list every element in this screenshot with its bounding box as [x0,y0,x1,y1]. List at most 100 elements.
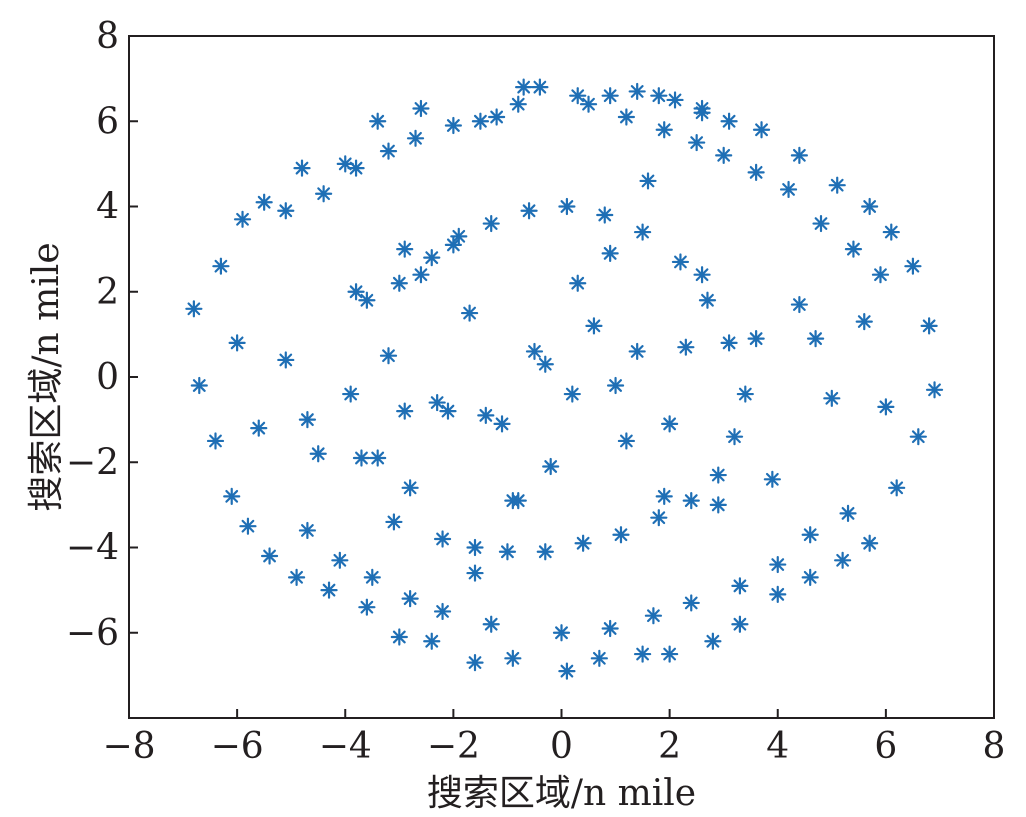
data-point [790,146,808,164]
data-point [531,78,549,96]
data-point [488,108,506,126]
data-point [396,240,414,258]
data-point [293,159,311,177]
y-tick-label: 8 [96,16,119,57]
data-point [909,428,927,446]
x-tick-label: −4 [319,726,372,767]
data-point [466,538,484,557]
y-tick-label: −4 [66,528,119,569]
data-point [650,87,668,105]
data-point [715,146,733,164]
y-tick-label: 2 [96,272,119,313]
data-point [925,381,944,399]
data-point [558,662,576,680]
data-point [747,330,765,348]
data-point [504,649,522,667]
data-point [569,274,587,292]
data-point [433,530,452,548]
data-point [644,607,663,625]
y-tick-label: −6 [66,613,119,654]
data-point [390,628,408,646]
x-axis-title: 搜索区域/n mile [427,773,696,814]
data-point [363,568,381,586]
data-point [828,176,846,194]
data-point [477,406,495,424]
y-tick-label: 4 [96,187,119,228]
data-point [223,487,241,505]
data-point [839,504,857,523]
data-point [655,121,673,139]
data-point [725,428,744,446]
x-tick-label: 4 [766,726,789,767]
data-point [379,142,398,160]
data-point [520,202,538,220]
data-point [677,338,695,356]
y-tick-label: 6 [96,101,119,142]
data-point [412,99,430,118]
data-point [320,581,338,599]
data-point [298,521,317,540]
data-point [471,112,490,130]
data-point [617,432,635,450]
data-point [369,112,387,130]
data-point [460,304,479,322]
data-point [763,470,781,488]
data-point [871,266,890,284]
data-point [704,632,722,650]
data-point [358,291,376,309]
data-point [877,398,895,416]
data-point [239,517,257,535]
data-point [185,300,203,318]
data-point [212,257,230,275]
data-point [747,163,765,181]
data-point [752,121,771,139]
data-point [260,547,279,565]
data-point [801,526,819,544]
data-point [385,513,403,531]
data-point [401,479,419,497]
data-point [423,632,441,650]
data-point [358,598,376,616]
data-point [287,568,306,586]
data-point [315,185,333,203]
x-axis: −8 −6 −4 −2 0 2 4 6 8 [102,709,1005,767]
data-point [585,317,603,335]
data-point [558,197,576,216]
data-point [601,87,619,105]
data-point [428,393,446,412]
y-tick-label: −2 [66,442,119,483]
data-point [206,432,225,450]
data-point [536,543,554,561]
data-point [444,236,462,254]
data-point [579,95,598,113]
data-point [498,543,517,561]
data-point [709,496,727,514]
data-point [812,214,830,233]
data-point [682,492,700,510]
data-point [466,564,484,582]
data-point [450,227,468,245]
data-point [628,82,646,101]
data-point [801,568,819,586]
data-point [666,91,684,109]
data-point [655,487,673,505]
data-point [190,376,208,395]
data-point [596,206,614,224]
data-point [466,653,484,672]
data-point [509,492,527,510]
data-point [661,415,679,433]
plot-frame [128,35,995,719]
data-point [617,108,635,126]
data-point [693,266,711,284]
y-axis-title: 搜索区域/n mile [26,242,67,511]
data-point [661,645,679,663]
data-point [390,274,408,292]
data-point [709,466,727,484]
data-point [509,95,527,113]
data-point [920,317,938,335]
data-point [861,534,879,552]
data-point [352,449,371,467]
data-point [482,214,500,233]
y-axis: −6 −4 −2 0 2 4 6 8 [66,16,138,654]
data-point [444,116,462,135]
